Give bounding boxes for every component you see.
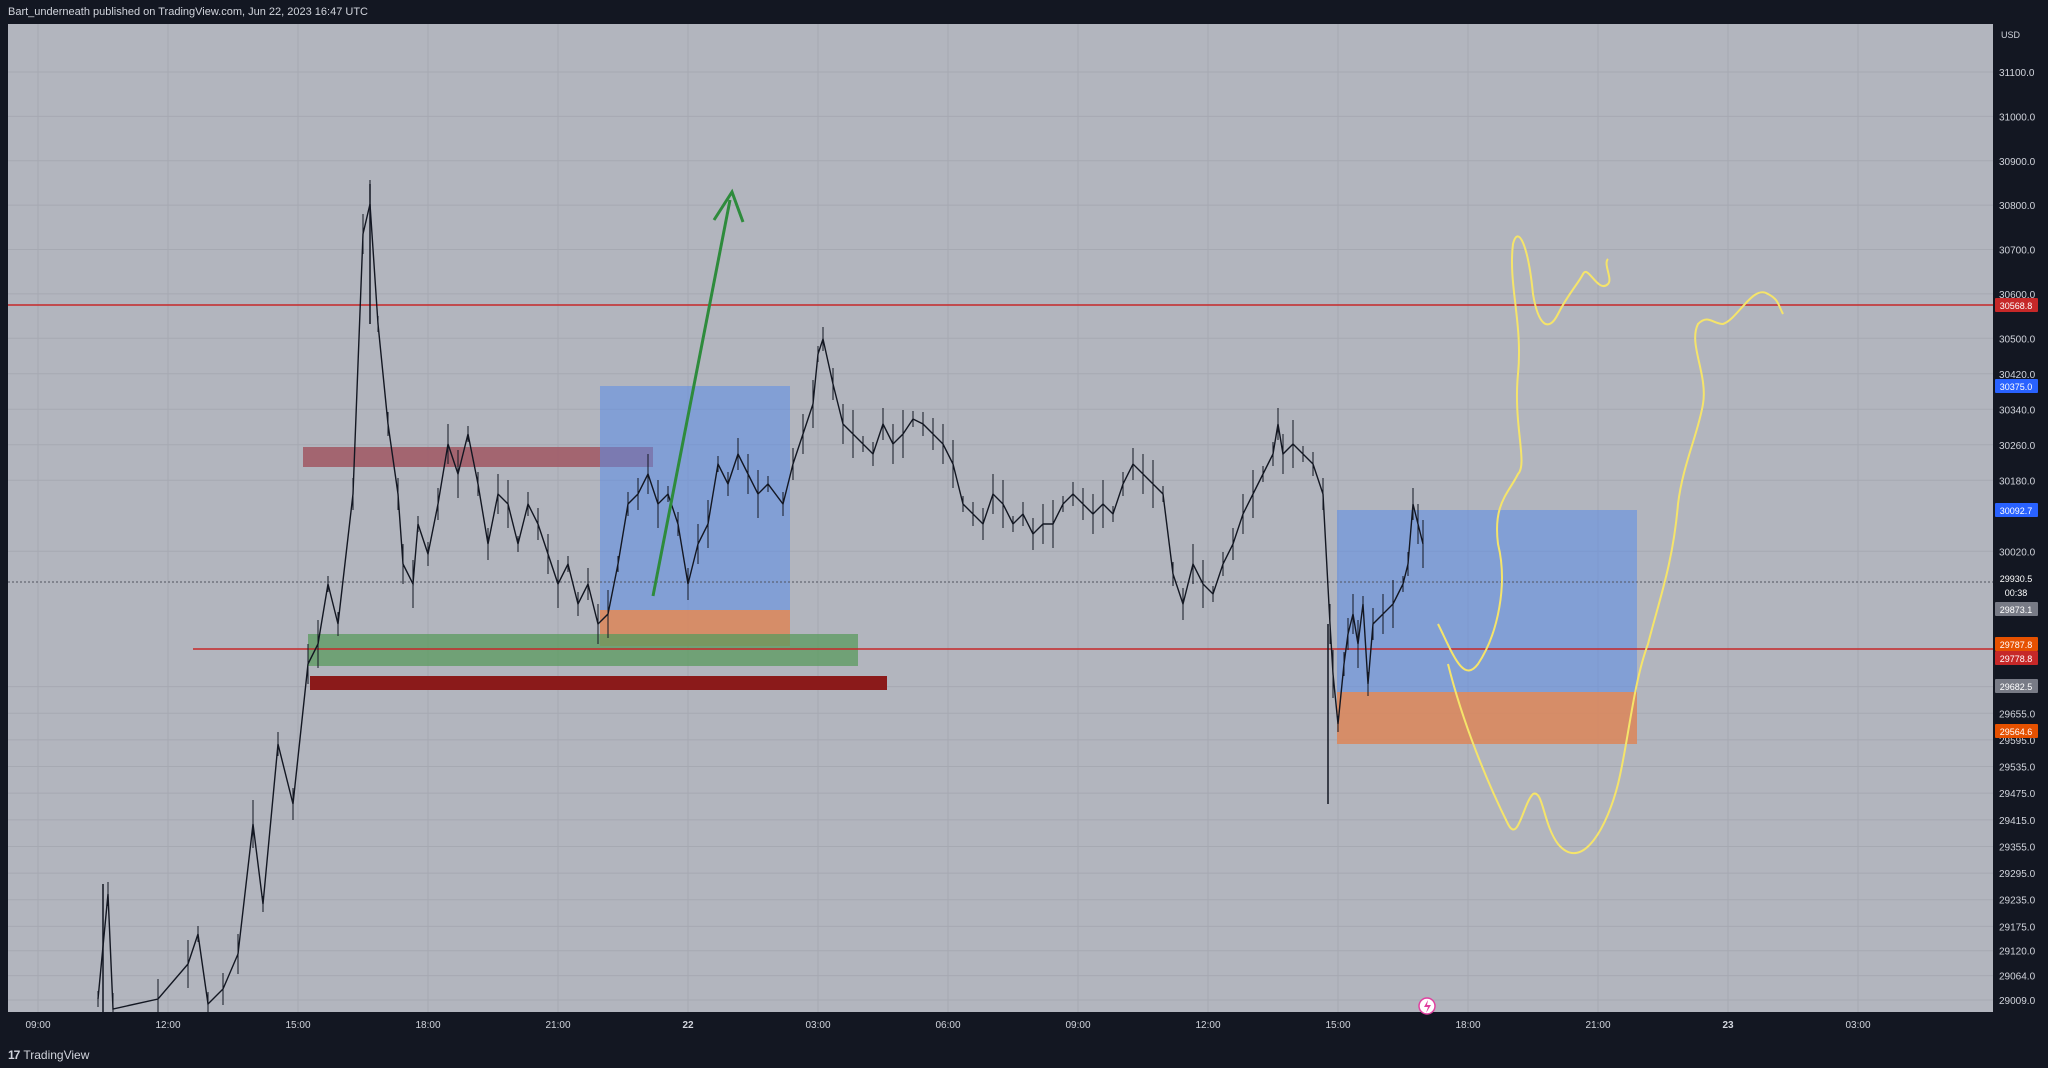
last-price-label[interactable] xyxy=(1995,571,2038,585)
price-tick-label: 29009.0 xyxy=(1999,996,2036,1007)
time-tick-label: 18:00 xyxy=(1455,1020,1480,1031)
time-tick-label: 18:00 xyxy=(415,1020,440,1031)
price-tick-label: 30600.0 xyxy=(1999,290,2036,301)
price-tick-label: 30180.0 xyxy=(1999,476,2036,487)
resistance-line-label-text: 30568.8 xyxy=(2000,301,2033,311)
stop-label[interactable] xyxy=(1995,724,2038,738)
time-tick-label: 12:00 xyxy=(1195,1020,1220,1031)
time-tick-label: 15:00 xyxy=(1325,1020,1350,1031)
gray-price-label-2-text: 29682.5 xyxy=(2000,682,2033,692)
price-tick-label: 29235.0 xyxy=(1999,896,2036,907)
price-tick-label: 29175.0 xyxy=(1999,922,2036,933)
price-tick-label: 31000.0 xyxy=(1999,112,2036,123)
publisher-info: Bart_underneath published on TradingView… xyxy=(8,6,368,18)
price-tick-label: 29655.0 xyxy=(1999,709,2036,720)
time-tick-label: 21:00 xyxy=(1585,1020,1610,1031)
price-tick-label: 30500.0 xyxy=(1999,334,2036,345)
time-tick-label: 21:00 xyxy=(545,1020,570,1031)
time-tick-label: 23 xyxy=(1722,1020,1734,1031)
tradingview-logo[interactable]: 17 TradingView xyxy=(8,1048,89,1062)
lightning-glyph xyxy=(1424,1000,1431,1013)
price-tick-label: 30020.0 xyxy=(1999,547,2036,558)
price-tick-label: 29535.0 xyxy=(1999,763,2036,774)
currency-label: USD xyxy=(2001,30,2021,40)
lower-stop-zone[interactable] xyxy=(1337,692,1637,744)
stop-label-text: 29564.6 xyxy=(2000,727,2033,737)
time-tick-label: 09:00 xyxy=(25,1020,50,1031)
green-demand-zone[interactable] xyxy=(308,634,858,666)
countdown-label-text: 00:38 xyxy=(2005,588,2028,598)
upper-position-top-label[interactable] xyxy=(1995,379,2038,393)
dark-red-zone[interactable] xyxy=(310,676,887,690)
time-tick-label: 03:00 xyxy=(805,1020,830,1031)
lower-position-top-label[interactable] xyxy=(1995,503,2038,517)
price-tick-label: 29415.0 xyxy=(1999,816,2036,827)
price-tick-label: 29595.0 xyxy=(1999,736,2036,747)
time-tick-label: 12:00 xyxy=(155,1020,180,1031)
upper-position-top-label-text: 30375.0 xyxy=(2000,382,2033,392)
orange-price-label-text: 29787.8 xyxy=(2000,640,2033,650)
price-tick-label: 31100.0 xyxy=(1999,68,2035,79)
price-tick-label: 30260.0 xyxy=(1999,441,2036,452)
lower-position-top-label-text: 30092.7 xyxy=(2000,506,2033,516)
gray-price-label[interactable] xyxy=(1995,602,2038,616)
price-tick-label: 30340.0 xyxy=(1999,405,2036,416)
support-line-label[interactable] xyxy=(1995,651,2038,665)
price-tick-label: 29355.0 xyxy=(1999,842,2036,853)
time-tick-label: 09:00 xyxy=(1065,1020,1090,1031)
chart-canvas[interactable]: 31100.0 31000.0 30900.0 30800.0 30700.0 30600… xyxy=(8,24,2040,1040)
price-axis-panel[interactable] xyxy=(1993,24,2040,1040)
plot-area[interactable] xyxy=(8,24,1993,1012)
gray-price-label-2[interactable] xyxy=(1995,679,2038,693)
time-tick-label: 15:00 xyxy=(285,1020,310,1031)
rose-zone[interactable] xyxy=(303,447,653,467)
lower-target-zone[interactable] xyxy=(1337,510,1637,692)
price-tick-label: 29475.0 xyxy=(1999,789,2036,800)
tradingview-logo-icon: 17 xyxy=(8,1048,20,1062)
projection-arrow[interactable] xyxy=(651,199,732,597)
price-tick-label: 29120.0 xyxy=(1999,947,2036,958)
support-line-label-text: 29778.8 xyxy=(2000,654,2033,664)
price-tick-label: 30800.0 xyxy=(1999,201,2036,212)
arrow-head-icon xyxy=(712,188,745,223)
price-tick-label: 30900.0 xyxy=(1999,157,2036,168)
footer-bar: 17 TradingView xyxy=(0,1040,2048,1068)
resistance-line-label[interactable] xyxy=(1995,298,2038,312)
orange-price-label[interactable] xyxy=(1995,637,2038,651)
time-tick-label: 22 xyxy=(682,1020,694,1031)
price-tick-label: 30420.0 xyxy=(1999,370,2036,381)
time-tick-label: 06:00 xyxy=(935,1020,960,1031)
gray-price-label-text: 29873.1 xyxy=(2000,605,2033,615)
forecast-drawing-upper[interactable] xyxy=(1437,235,1611,672)
chart-container[interactable]: 31100.0 31000.0 30900.0 30800.0 30700.0 30600… xyxy=(8,24,2040,1040)
tradingview-brand-name: TradingView xyxy=(23,1048,90,1062)
time-axis-panel[interactable] xyxy=(8,1012,2040,1040)
price-tick-label: 29295.0 xyxy=(1999,869,2036,880)
time-tick-label: 03:00 xyxy=(1845,1020,1870,1031)
price-tick-label: 30700.0 xyxy=(1999,246,2036,257)
price-tick-label: 29064.0 xyxy=(1999,972,2036,983)
publish-header: Bart_underneath published on TradingView… xyxy=(0,0,2048,24)
forecast-drawing-lower[interactable] xyxy=(1447,291,1784,854)
last-price-label-text: 29930.5 xyxy=(2000,574,2033,584)
countdown-label[interactable] xyxy=(1995,585,2038,599)
